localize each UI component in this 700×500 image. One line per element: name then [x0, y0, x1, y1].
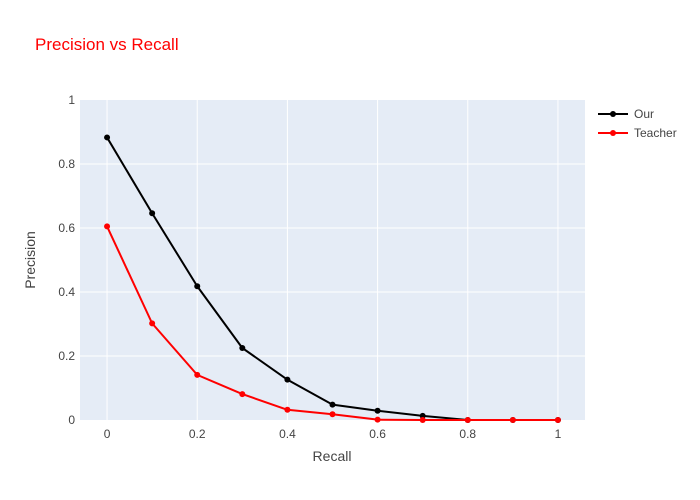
data-point-teacher [329, 411, 336, 418]
data-point-teacher [149, 320, 156, 327]
y-tick-label: 0 [68, 413, 75, 427]
chart-title: Precision vs Recall [35, 35, 179, 54]
data-point-our [239, 345, 246, 351]
data-point-our [194, 283, 201, 290]
y-tick-label: 0.6 [58, 221, 75, 235]
legend-label-teacher: Teacher [634, 126, 677, 140]
data-point-our [149, 210, 156, 217]
x-axis-ticks: 0 0.2 0.4 0.6 0.8 1 [104, 427, 562, 441]
legend-item-our: Our [598, 107, 654, 121]
data-point-our [329, 401, 336, 408]
y-axis-title: Precision [22, 231, 38, 289]
x-tick-label: 0.6 [369, 427, 386, 441]
data-point-our [284, 376, 291, 383]
data-point-our [104, 134, 111, 141]
data-point-teacher [104, 223, 111, 230]
legend-item-teacher: Teacher [598, 126, 677, 140]
x-gridlines [106, 100, 559, 420]
plot-area [80, 100, 585, 420]
legend-marker-our [610, 111, 616, 117]
y-gridlines [80, 163, 585, 357]
y-tick-label: 0.2 [58, 349, 75, 363]
legend: Our Teacher [598, 107, 677, 140]
x-tick-label: 0.4 [279, 427, 296, 441]
legend-marker-teacher [610, 130, 616, 136]
x-axis-title: Recall [313, 448, 352, 464]
data-point-teacher [194, 371, 201, 378]
y-tick-label: 0.4 [58, 285, 75, 299]
data-point-teacher [374, 416, 381, 423]
x-tick-label: 0 [104, 427, 111, 441]
x-tick-label: 0.8 [459, 427, 476, 441]
x-tick-label: 1 [555, 427, 562, 441]
data-point-teacher [509, 417, 516, 423]
data-point-teacher [239, 391, 246, 398]
data-point-teacher [464, 417, 471, 423]
y-tick-label: 1 [68, 93, 75, 107]
data-point-teacher [419, 417, 426, 423]
data-point-teacher [554, 417, 561, 423]
y-tick-label: 0.8 [58, 157, 75, 171]
data-point-teacher [284, 406, 291, 413]
data-point-our [374, 407, 381, 414]
series-teacher [104, 223, 561, 423]
series-layer [104, 134, 561, 423]
legend-label-our: Our [634, 107, 654, 121]
y-axis-ticks: 0 0.2 0.4 0.6 0.8 1 [58, 93, 75, 427]
data-point-our [419, 412, 426, 419]
x-tick-label: 0.2 [189, 427, 206, 441]
